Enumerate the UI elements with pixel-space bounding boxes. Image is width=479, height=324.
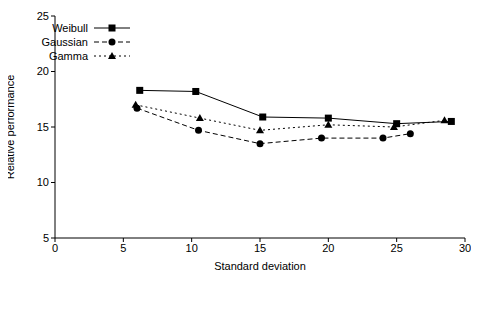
svg-text:25: 25 xyxy=(37,10,49,22)
svg-text:0: 0 xyxy=(52,242,58,254)
svg-text:5: 5 xyxy=(43,232,49,244)
svg-text:10: 10 xyxy=(186,242,198,254)
svg-text:20: 20 xyxy=(322,242,334,254)
svg-text:Gamma: Gamma xyxy=(49,50,89,62)
svg-text:Weibull: Weibull xyxy=(52,22,88,34)
svg-text:15: 15 xyxy=(37,121,49,133)
svg-text:10: 10 xyxy=(37,176,49,188)
svg-text:20: 20 xyxy=(37,65,49,77)
svg-text:5: 5 xyxy=(120,242,126,254)
svg-text:Gaussian: Gaussian xyxy=(42,36,88,48)
svg-text:Relative performance: Relative performance xyxy=(8,75,16,180)
svg-text:25: 25 xyxy=(391,242,403,254)
svg-text:30: 30 xyxy=(459,242,471,254)
svg-text:15: 15 xyxy=(254,242,266,254)
svg-text:Standard deviation: Standard deviation xyxy=(214,260,306,272)
